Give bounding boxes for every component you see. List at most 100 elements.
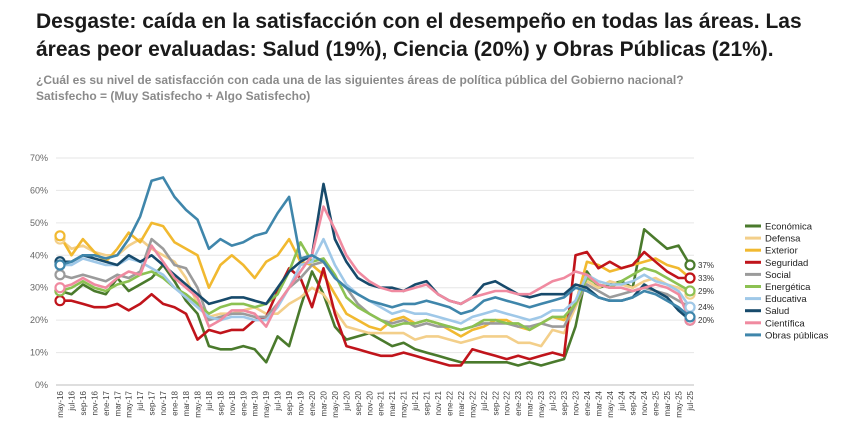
y-tick-label: 20%	[30, 315, 48, 325]
legend-label-educativa: Educativa	[765, 294, 807, 305]
x-tick-label: ene-24	[583, 390, 592, 415]
x-tick-label: mar-21	[388, 390, 397, 416]
y-tick-label: 10%	[30, 348, 48, 358]
x-tick-label: may-19	[262, 390, 271, 417]
series-line-seguridad	[58, 250, 692, 367]
x-tick-label: nov-16	[90, 390, 99, 415]
legend-label-obras-publicas: Obras públicas	[765, 330, 829, 341]
x-tick-label: sep-18	[216, 390, 225, 415]
y-tick-label: 30%	[30, 283, 48, 293]
x-tick-label: may-16	[56, 390, 65, 417]
x-tick-label: sep-20	[354, 390, 363, 415]
end-marker-obras-publicas	[684, 311, 696, 323]
y-tick-label: 60%	[30, 185, 48, 195]
x-tick-label: jul-16	[67, 390, 76, 411]
start-marker-exterior	[54, 230, 66, 242]
x-tick-label: sep-22	[491, 390, 500, 415]
x-tick-label: may-17	[125, 390, 134, 417]
legend-label-energetica: Energética	[765, 282, 811, 293]
series-line-exterior	[58, 221, 692, 338]
series-line-obras-publicas	[58, 176, 692, 319]
x-tick-label: mar-22	[457, 390, 466, 416]
subtitle-definition: Satisfecho = (Muy Satisfecho + Algo Sati…	[36, 89, 311, 103]
label-layer: 37% 33% 29% 24% 20%	[698, 261, 714, 325]
x-tick-label: may-21	[400, 390, 409, 417]
x-tick-label: ene-23	[514, 390, 523, 415]
end-value-label-seguridad: 33%	[698, 274, 714, 283]
x-tick-label: ene-20	[308, 390, 317, 415]
series-line-salud	[58, 182, 692, 322]
x-tick-label: sep-16	[79, 390, 88, 415]
end-value-label-educativa: 24%	[698, 303, 714, 312]
grid-layer: 0%10%20%30%40%50%60%70%may-16 jul-16 sep-1…	[30, 153, 695, 418]
y-tick-label: 0%	[35, 380, 48, 390]
x-tick-label: jul-25	[686, 390, 695, 411]
x-tick-label: ene-19	[239, 390, 248, 415]
y-tick-label: 70%	[30, 153, 48, 163]
series-layer	[58, 176, 692, 367]
x-tick-label: jul-17	[136, 390, 145, 411]
start-marker-social	[54, 269, 66, 281]
legend: EconómicaDefensaExteriorSeguridadSocialE…	[745, 222, 829, 341]
start-marker-cientifica	[54, 282, 66, 294]
x-tick-label: sep-19	[285, 390, 294, 415]
x-tick-label: ene-25	[652, 390, 661, 415]
start-marker-obras-publicas	[54, 259, 66, 271]
x-tick-label: jul-19	[274, 390, 283, 411]
x-tick-label: mar-23	[526, 390, 535, 416]
legend-label-social: Social	[765, 270, 791, 281]
x-tick-label: nov-17	[159, 390, 168, 415]
legend-label-seguridad: Seguridad	[765, 258, 808, 269]
x-tick-label: nov-23	[571, 390, 580, 415]
x-tick-label: jul-24	[617, 390, 626, 411]
x-tick-label: jul-22	[480, 390, 489, 411]
end-value-label-energetica: 29%	[698, 287, 714, 296]
y-tick-label: 40%	[30, 250, 48, 260]
x-tick-label: mar-17	[113, 390, 122, 416]
legend-label-economica: Económica	[765, 222, 813, 233]
x-tick-label: may-24	[606, 390, 615, 417]
x-tick-label: may-20	[331, 390, 340, 417]
x-tick-label: ene-22	[445, 390, 454, 415]
end-marker-economica	[684, 259, 696, 271]
x-tick-label: nov-24	[640, 390, 649, 415]
end-value-label-economica: 37%	[698, 261, 714, 270]
chart-title: Desgaste: caída en la satisfacción con e…	[36, 10, 802, 61]
series-line-educativa	[58, 237, 692, 325]
x-tick-label: may-18	[193, 390, 202, 417]
legend-label-defensa: Defensa	[765, 234, 801, 245]
x-tick-label: may-22	[468, 390, 477, 417]
x-tick-label: nov-20	[365, 390, 374, 415]
x-tick-label: nov-21	[434, 390, 443, 415]
x-tick-label: ene-18	[171, 390, 180, 415]
series-line-energetica	[58, 241, 692, 332]
legend-label-exterior: Exterior	[765, 246, 798, 257]
end-marker-energetica	[684, 285, 696, 297]
end-value-label-salud: 20%	[698, 316, 714, 325]
x-tick-label: nov-19	[297, 390, 306, 415]
marker-layer	[54, 230, 696, 326]
x-tick-label: jul-23	[549, 390, 558, 411]
x-tick-label: sep-24	[629, 390, 638, 415]
x-tick-label: nov-18	[228, 390, 237, 415]
x-tick-label: jul-20	[342, 390, 351, 411]
x-tick-label: may-23	[537, 390, 546, 417]
x-tick-label: mar-24	[594, 390, 603, 416]
x-tick-label: jul-18	[205, 390, 214, 411]
x-tick-label: sep-21	[423, 390, 432, 415]
chart-subtitle: ¿Cuál es su nivel de satisfacción con ca…	[36, 72, 836, 104]
x-tick-label: jul-21	[411, 390, 420, 411]
x-tick-label: sep-17	[148, 390, 157, 415]
x-tick-label: ene-17	[102, 390, 111, 415]
y-tick-label: 50%	[30, 218, 48, 228]
x-tick-label: mar-19	[251, 390, 260, 416]
end-marker-educativa	[684, 301, 696, 313]
x-tick-label: nov-22	[503, 390, 512, 415]
x-tick-label: mar-20	[319, 390, 328, 416]
legend-label-cientifica: Científica	[765, 318, 805, 329]
subtitle-question: ¿Cuál es su nivel de satisfacción con ca…	[36, 73, 684, 87]
end-marker-seguridad	[684, 272, 696, 284]
x-tick-label: may-25	[675, 390, 684, 417]
x-tick-label: mar-25	[663, 390, 672, 416]
